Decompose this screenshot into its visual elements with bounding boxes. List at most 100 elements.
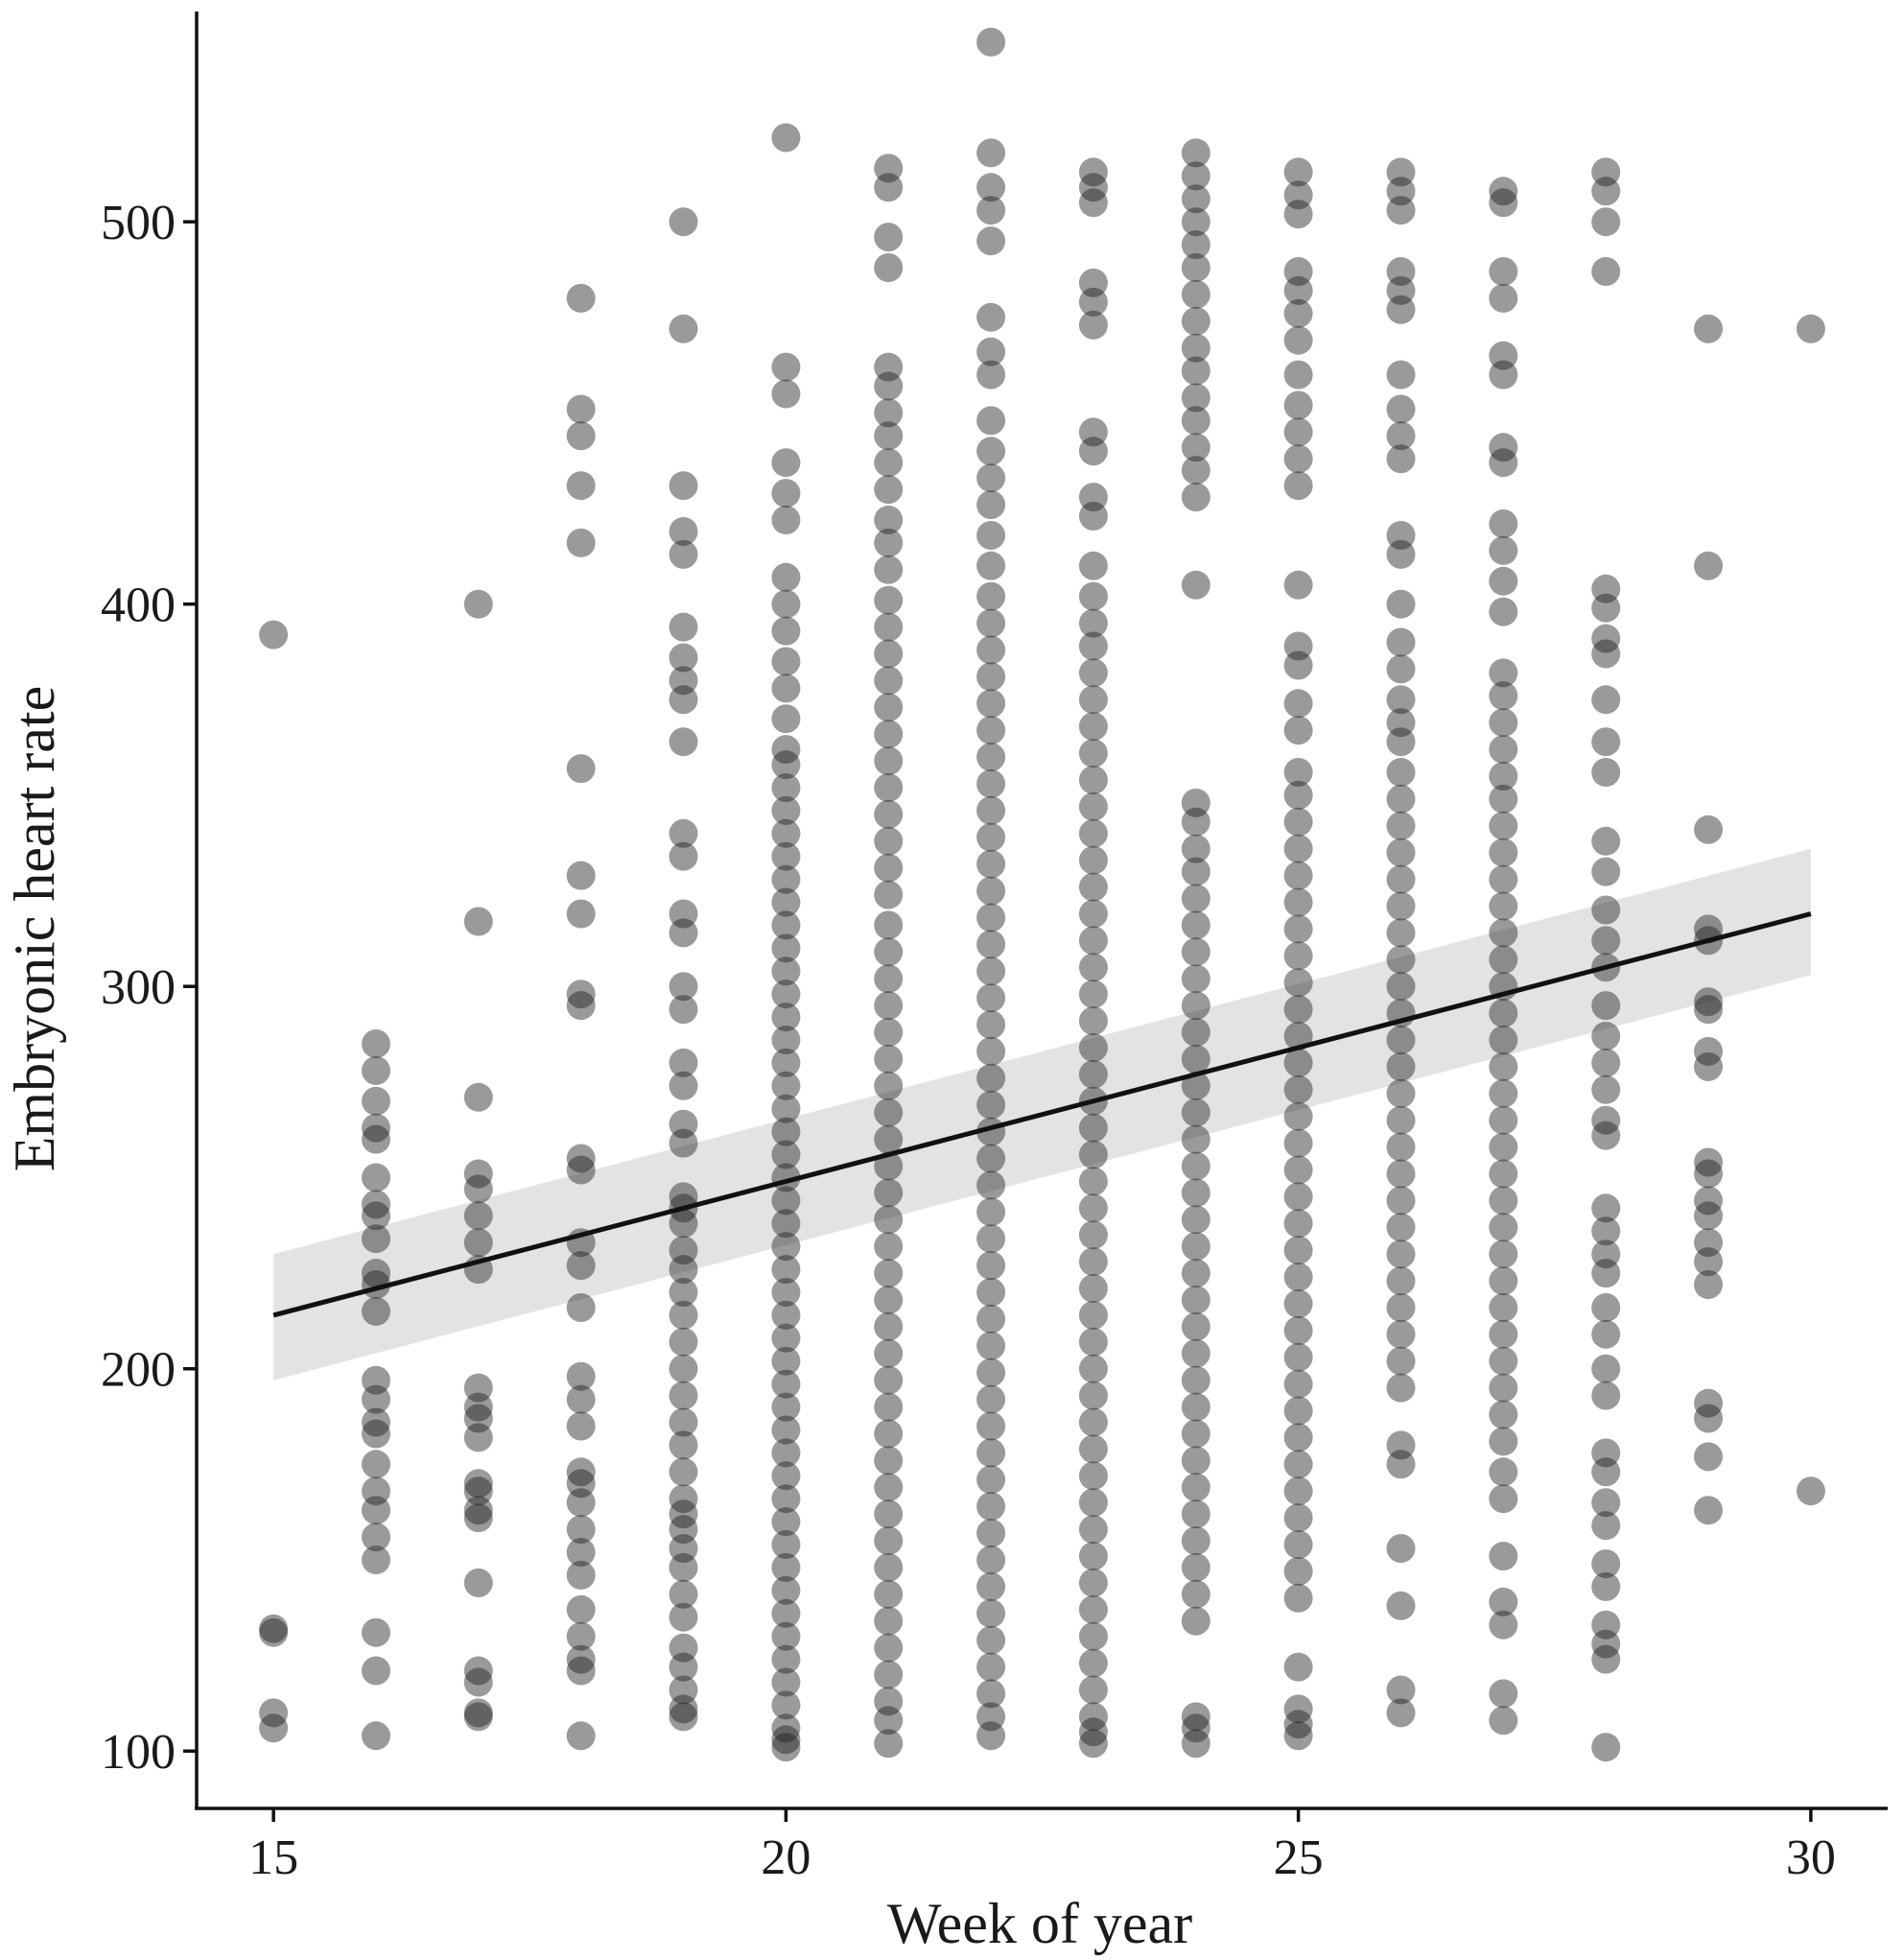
data-point — [1181, 1419, 1211, 1449]
data-point — [771, 956, 801, 986]
data-point — [566, 394, 596, 424]
data-point — [1386, 627, 1416, 657]
data-point — [1283, 360, 1313, 390]
data-point — [1591, 1354, 1621, 1383]
data-point — [669, 1702, 698, 1732]
data-point — [1078, 845, 1108, 875]
data-point — [976, 360, 1006, 390]
data-point — [1078, 1327, 1108, 1357]
data-point — [976, 226, 1006, 256]
data-point — [463, 1404, 493, 1433]
data-point — [1078, 1434, 1108, 1464]
data-point — [771, 1552, 801, 1582]
data-point — [1283, 1503, 1313, 1533]
data-point — [771, 1530, 801, 1559]
data-point — [1283, 758, 1313, 787]
data-point — [1283, 807, 1313, 837]
data-point — [1489, 535, 1518, 565]
data-point — [1386, 421, 1416, 451]
data-point — [1078, 1461, 1108, 1491]
data-point — [1283, 1128, 1313, 1158]
data-point — [1386, 444, 1416, 474]
axes-layer — [195, 12, 1888, 1810]
data-point — [1181, 1713, 1211, 1743]
data-point — [566, 1644, 596, 1674]
data-point — [874, 1633, 904, 1663]
data-point — [1489, 1706, 1518, 1736]
data-point — [771, 864, 801, 894]
data-point — [1283, 1236, 1313, 1265]
data-point — [1694, 1159, 1723, 1189]
data-point — [1489, 708, 1518, 738]
data-point — [1181, 433, 1211, 462]
data-point — [874, 639, 904, 669]
data-point — [1591, 1488, 1621, 1518]
data-point — [1489, 1400, 1518, 1429]
data-point — [1591, 1259, 1621, 1288]
data-point — [771, 1209, 801, 1239]
data-point — [463, 1373, 493, 1403]
data-point — [874, 448, 904, 478]
data-point — [1489, 177, 1518, 206]
data-point — [1489, 945, 1518, 975]
data-point — [669, 1255, 698, 1285]
data-point — [1591, 826, 1621, 856]
data-point — [976, 551, 1006, 580]
data-point — [874, 720, 904, 749]
data-point — [1283, 995, 1313, 1025]
data-point — [1591, 1571, 1621, 1601]
data-point — [874, 1205, 904, 1235]
data-point — [771, 910, 801, 940]
data-point — [976, 608, 1006, 638]
data-point — [976, 903, 1006, 933]
data-point — [976, 1625, 1006, 1655]
data-point — [976, 716, 1006, 745]
data-point — [976, 521, 1006, 550]
data-point — [1181, 279, 1211, 309]
data-point — [1181, 1151, 1211, 1181]
data-point — [362, 1618, 390, 1647]
data-point — [669, 1048, 698, 1077]
data-point — [1591, 1048, 1621, 1077]
x-axis-title: Week of year — [887, 1892, 1192, 1955]
data-point — [566, 1411, 596, 1441]
data-point — [1489, 283, 1518, 313]
data-point — [1181, 230, 1211, 260]
data-point — [362, 1656, 390, 1686]
data-point — [669, 1327, 698, 1357]
data-point — [669, 207, 698, 237]
data-point — [1078, 1594, 1108, 1624]
data-point — [1489, 1427, 1518, 1456]
data-point — [976, 930, 1006, 959]
data-point — [566, 283, 596, 313]
data-point — [771, 1140, 801, 1169]
data-point — [1181, 1552, 1211, 1582]
data-point — [1489, 784, 1518, 814]
data-point — [1386, 918, 1416, 948]
data-point — [1181, 1392, 1211, 1422]
data-point — [1283, 1423, 1313, 1452]
data-point — [976, 1224, 1006, 1254]
data-point — [1283, 716, 1313, 745]
data-point — [874, 1729, 904, 1759]
data-point — [874, 421, 904, 451]
data-point — [1181, 910, 1211, 940]
data-point — [874, 1365, 904, 1395]
data-point — [874, 1178, 904, 1208]
data-point — [976, 581, 1006, 611]
data-point — [874, 1687, 904, 1716]
data-point — [1386, 1430, 1416, 1460]
data-point — [362, 1365, 390, 1395]
data-point — [874, 746, 904, 776]
data-point — [1489, 1186, 1518, 1216]
data-point — [1181, 1286, 1211, 1314]
data-point — [669, 612, 698, 642]
data-point — [1796, 314, 1825, 343]
data-point — [874, 964, 904, 994]
data-point — [1078, 1675, 1108, 1705]
data-point — [1181, 807, 1211, 837]
data-point — [874, 1706, 904, 1736]
data-point — [874, 991, 904, 1021]
data-point — [1078, 1568, 1108, 1597]
